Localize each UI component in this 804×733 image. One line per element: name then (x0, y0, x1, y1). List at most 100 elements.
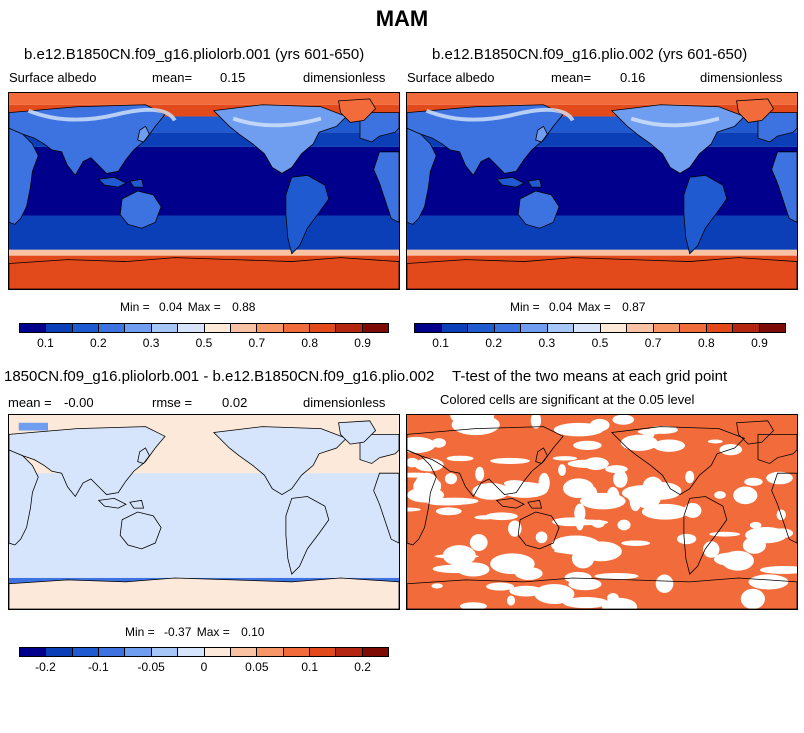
panel4-map (406, 414, 798, 610)
colorbar-swatch (521, 324, 548, 332)
colorbar-tick-label: 0.5 (591, 336, 609, 350)
colorbar-swatch (336, 648, 363, 656)
colorbar-swatch (46, 324, 73, 332)
colorbar-swatch (125, 648, 152, 656)
panel3-colorbar (19, 647, 389, 657)
panel2-min: 0.04 (549, 300, 573, 314)
colorbar-swatch (494, 324, 521, 332)
colorbar-swatch (309, 648, 337, 656)
colorbar-swatch (151, 648, 179, 656)
colorbar-swatch (257, 324, 284, 332)
colorbar-swatch (20, 324, 47, 332)
panel2-max: 0.87 (622, 300, 646, 314)
panel2-variable: Surface albedo (407, 70, 495, 85)
colorbar-swatch (20, 648, 47, 656)
colorbar-tick-label: -0.1 (87, 660, 109, 674)
colorbar-swatch (151, 324, 179, 332)
colorbar-swatch (600, 324, 627, 332)
colorbar-tick-label: 0.3 (142, 336, 160, 350)
colorbar-swatch (706, 324, 733, 332)
panel4-title: T-test of the two means at each grid poi… (452, 368, 728, 385)
colorbar-swatch (283, 324, 310, 332)
panel1-units: dimensionless (303, 70, 386, 85)
panel2-units: dimensionless (700, 70, 783, 85)
colorbar-swatch (125, 324, 152, 332)
colorbar-tick-label: 0.3 (538, 336, 556, 350)
colorbar-swatch (178, 648, 205, 656)
colorbar-swatch (547, 324, 574, 332)
panel1-max: 0.88 (232, 300, 256, 314)
colorbar-swatch (204, 648, 231, 656)
panel2-colorbar (414, 323, 786, 333)
panel3-map (8, 414, 400, 610)
colorbar-tick-label: 0.1 (37, 336, 54, 350)
panel2-title: b.e12.B1850CN.f09_g16.plio.002 (yrs 601-… (432, 46, 748, 63)
panel3-mean-label: mean = (8, 395, 52, 410)
colorbar-swatch (309, 324, 337, 332)
world-map (9, 415, 399, 609)
panel1-variable: Surface albedo (9, 70, 97, 85)
colorbar-swatch (72, 648, 100, 656)
colorbar-tick-label: 0.2 (354, 660, 371, 674)
panel2-max-label: Max = (577, 300, 611, 314)
colorbar-swatch (230, 324, 258, 332)
colorbar-swatch (204, 324, 231, 332)
colorbar-tick-label: 0.2 (89, 336, 107, 350)
colorbar-tick-label: 0.8 (697, 336, 715, 350)
panel1-title: b.e12.B1850CN.f09_g16.pliolorb.001 (yrs … (24, 46, 365, 63)
colorbar-swatch (574, 324, 601, 332)
colorbar-swatch (257, 648, 284, 656)
colorbar-tick-label: 0.8 (301, 336, 319, 350)
colorbar-swatch (680, 324, 707, 332)
panel3-max-label: Max = (196, 625, 230, 639)
colorbar-swatch (362, 648, 389, 656)
panel3-min: -0.37 (164, 625, 192, 639)
panel3-rmse: 0.02 (222, 395, 248, 410)
colorbar-swatch (653, 324, 680, 332)
figure-title: MAM (375, 6, 429, 31)
colorbar-swatch (415, 324, 442, 332)
colorbar-tick-label: 0.1 (432, 336, 449, 350)
panel1-colorbar (19, 323, 389, 333)
panel3-colorbar-ticks: -0.2 -0.1 -0.05 0 0.05 0.1 0.2 (19, 660, 389, 674)
panel4-subtitle: Colored cells are significant at the 0.0… (440, 392, 695, 407)
colorbar-swatch (72, 324, 100, 332)
panel1-min-label: Min = (120, 300, 150, 314)
colorbar-swatch (627, 324, 654, 332)
colorbar-tick-label: 0.5 (195, 336, 213, 350)
colorbar-swatch (441, 324, 468, 332)
panel1-max-label: Max = (187, 300, 221, 314)
colorbar-tick-label: 0.2 (485, 336, 503, 350)
colorbar-tick-label: 0 (200, 660, 208, 674)
colorbar-swatch (99, 648, 126, 656)
colorbar-tick-label: 0.7 (248, 336, 266, 350)
panel1-colorbar-ticks: 0.1 0.2 0.3 0.5 0.7 0.8 0.9 (19, 336, 389, 350)
colorbar-swatch (733, 324, 760, 332)
world-map (407, 93, 797, 289)
colorbar-swatch (99, 324, 126, 332)
colorbar-swatch (46, 648, 73, 656)
panel2-mean-label: mean= (551, 70, 592, 85)
panel3-mean: -0.00 (64, 395, 94, 410)
colorbar-tick-label: 0.9 (751, 336, 768, 350)
panel1-map (8, 92, 400, 290)
colorbar-swatch (336, 324, 363, 332)
panel1-min: 0.04 (159, 300, 183, 314)
panel1-mean: 0.15 (220, 70, 246, 85)
panel3-title: 1850CN.f09_g16.pliolorb.001 - b.e12.B185… (4, 368, 435, 385)
panel1-mean-label: mean= (152, 70, 193, 85)
colorbar-tick-label: 0.7 (644, 336, 662, 350)
colorbar-swatch (759, 324, 785, 332)
colorbar-tick-label: -0.05 (137, 660, 165, 674)
colorbar-swatch (178, 324, 205, 332)
panel2-colorbar-ticks: 0.1 0.2 0.3 0.5 0.7 0.8 0.9 (414, 336, 786, 350)
panel3-rmse-label: rmse = (152, 395, 193, 410)
panel2-min-label: Min = (510, 300, 540, 314)
colorbar-swatch (468, 324, 495, 332)
world-map (407, 415, 797, 609)
world-map (9, 93, 399, 289)
colorbar-tick-label: 0.05 (245, 660, 269, 674)
colorbar-tick-label: 0.1 (301, 660, 319, 674)
panel2-mean: 0.16 (620, 70, 646, 85)
panel2-map (406, 92, 798, 290)
